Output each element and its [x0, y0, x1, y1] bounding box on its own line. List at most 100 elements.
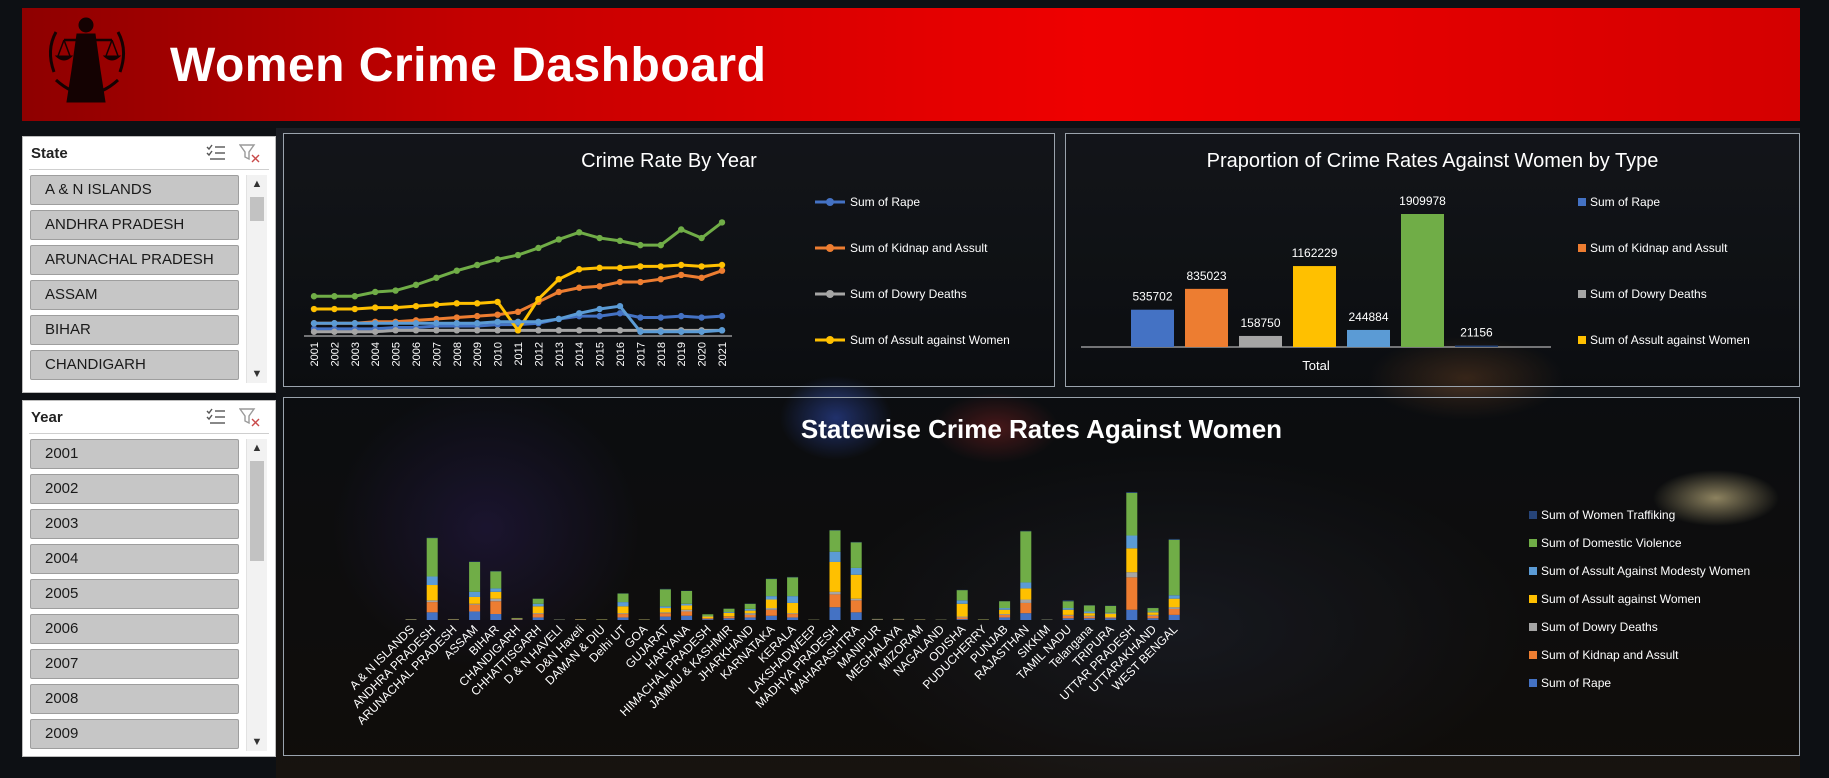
scroll-up-icon[interactable]: ▲ — [251, 178, 263, 190]
stacked-bar-segment — [999, 601, 1011, 609]
year-slicer-header: Year — [31, 409, 63, 426]
legend-marker-dot — [826, 290, 834, 298]
stacked-bar-segment — [723, 618, 735, 620]
multi-select-icon[interactable] — [205, 407, 227, 427]
data-point — [412, 281, 420, 289]
data-point — [453, 314, 460, 321]
legend-label: Sum of Domestic Violence — [1541, 536, 1682, 550]
state-item[interactable]: ARUNACHAL PRADESH — [30, 245, 239, 275]
stacked-bar-segment — [490, 598, 502, 602]
state-item[interactable]: ASSAM — [30, 280, 239, 310]
stacked-bar-segment — [617, 602, 629, 607]
data-point — [698, 314, 705, 321]
x-tick-label: 2005 — [391, 342, 403, 366]
stacked-bar-segment — [1126, 609, 1138, 620]
stacked-bar-segment — [956, 590, 968, 601]
x-tick-label: 2003 — [350, 342, 362, 366]
x-tick-label: 2021 — [717, 342, 729, 366]
data-point — [331, 305, 338, 313]
data-point — [310, 320, 318, 327]
statewise-crime-chart[interactable]: Statewise Crime Rates Against Women A & … — [283, 397, 1800, 756]
data-point — [535, 327, 542, 334]
stacked-bar-segment — [1062, 614, 1074, 616]
stacked-bar-segment — [702, 616, 714, 619]
year-item[interactable]: 2005 — [30, 579, 239, 609]
data-point — [514, 308, 522, 316]
stacked-bar-segment — [469, 561, 481, 592]
year-slicer-list: 2001 2002 2003 2004 2005 2006 2007 2008 … — [30, 439, 239, 754]
stacked-bar-segment — [532, 606, 544, 614]
year-item[interactable]: 2003 — [30, 509, 239, 539]
multi-select-icon[interactable] — [205, 143, 227, 163]
stacked-bar-segment — [744, 603, 756, 609]
state-slicer-scrollbar[interactable]: ▲ ▼ — [246, 175, 267, 383]
year-item[interactable]: 2009 — [30, 719, 239, 749]
scroll-up-icon[interactable]: ▲ — [251, 442, 263, 454]
stacked-bar-segment — [723, 612, 735, 613]
data-point — [555, 315, 562, 323]
data-point — [637, 328, 644, 335]
data-point — [596, 305, 603, 313]
data-point — [494, 311, 501, 318]
year-slicer-scrollbar[interactable]: ▲ ▼ — [246, 439, 267, 751]
x-tick-label: 2018 — [656, 342, 668, 366]
stacked-bar-segment — [1083, 613, 1095, 616]
stacked-bar-segment — [787, 602, 799, 614]
data-point — [310, 328, 318, 335]
year-slicer[interactable]: Year 2001 2002 2003 2004 2005 2006 2007 … — [22, 400, 276, 757]
bar — [1455, 345, 1498, 347]
data-label: 244884 — [1348, 310, 1388, 324]
data-point — [494, 318, 501, 325]
stacked-bar-segment — [765, 609, 777, 616]
stacked-bar-segment — [850, 567, 862, 575]
data-point — [576, 310, 583, 317]
stacked-bar-segment — [723, 616, 735, 619]
data-point — [718, 267, 726, 274]
data-point — [392, 304, 399, 311]
scroll-down-icon[interactable]: ▼ — [251, 736, 263, 748]
stacked-bar-segment — [1105, 613, 1117, 618]
crime-proportion-by-type-chart[interactable]: Praportion of Crime Rates Against Women … — [1065, 133, 1800, 387]
year-item[interactable]: 2002 — [30, 474, 239, 504]
data-point — [310, 305, 318, 313]
x-tick-label: 2011 — [513, 342, 525, 366]
stacked-bar-segment — [1126, 577, 1138, 610]
stacked-bar-segment — [659, 589, 671, 607]
scroll-thumb[interactable] — [250, 461, 264, 561]
data-point — [412, 320, 420, 327]
year-item[interactable]: 2001 — [30, 439, 239, 469]
state-slicer-list: A & N ISLANDS ANDHRA PRADESH ARUNACHAL P… — [30, 175, 239, 385]
year-item[interactable]: 2006 — [30, 614, 239, 644]
legend-marker-dot — [826, 198, 834, 206]
state-item[interactable]: BIHAR — [30, 315, 239, 345]
stacked-bar-segment — [1147, 614, 1159, 616]
stacked-bar-segment — [702, 614, 714, 616]
legend-label: Sum of Dowry Deaths — [1541, 620, 1658, 634]
bar-chart-plot: 535702 835023 158750 1162229 244884 1909978 21… — [1081, 194, 1750, 373]
state-item[interactable]: CHANDIGARH — [30, 350, 239, 380]
data-point — [372, 320, 379, 327]
crime-rate-by-year-chart[interactable]: Crime Rate By Year 2001 2002 2003 2004 2005 2… — [283, 133, 1055, 387]
year-item[interactable]: 2007 — [30, 649, 239, 679]
stacked-bar-segment — [829, 551, 841, 562]
state-item[interactable]: ANDHRA PRADESH — [30, 210, 239, 240]
state-item[interactable]: A & N ISLANDS — [30, 175, 239, 205]
legend-marker — [1529, 679, 1537, 687]
clear-filter-icon[interactable] — [238, 143, 261, 163]
stacked-bar-segment — [490, 601, 502, 615]
data-point — [657, 263, 664, 270]
stacked-bar-segment — [723, 612, 735, 617]
stacked-bar-segment — [1168, 595, 1180, 599]
year-item[interactable]: 2004 — [30, 544, 239, 574]
data-point — [596, 327, 603, 334]
data-point — [331, 320, 338, 327]
scroll-down-icon[interactable]: ▼ — [251, 368, 263, 380]
state-slicer[interactable]: State A & N ISLANDS ANDHRA PRADESH ARUNA… — [22, 136, 276, 393]
stacked-bar-segment — [765, 615, 777, 620]
stacked-bar-segment — [787, 596, 799, 603]
clear-filter-icon[interactable] — [238, 407, 261, 427]
stacked-bar-segment — [659, 608, 671, 613]
year-item[interactable]: 2008 — [30, 684, 239, 714]
scroll-thumb[interactable] — [250, 197, 264, 221]
stacked-bar-segment — [850, 598, 862, 601]
